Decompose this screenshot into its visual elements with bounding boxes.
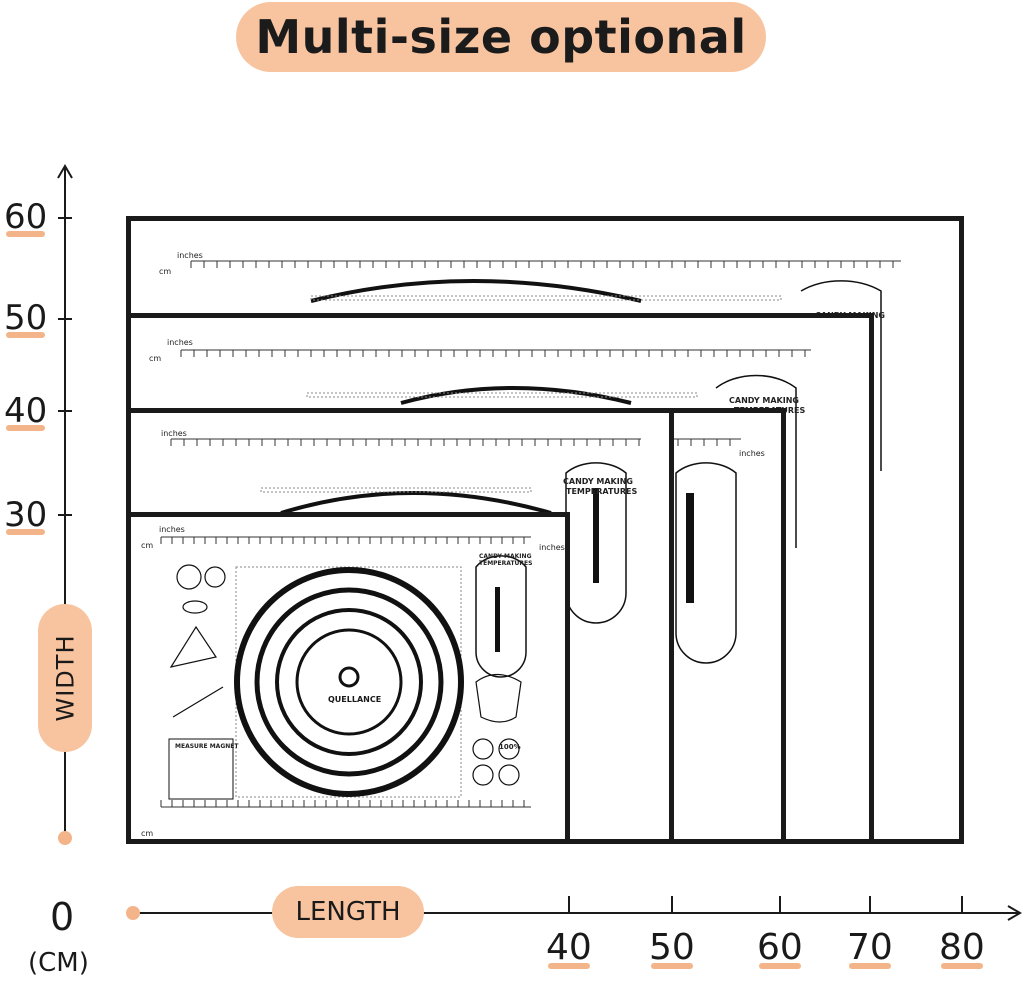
- mat-80x60-cm: cm: [159, 267, 172, 276]
- mat-40x30-cm-bottom: cm: [141, 829, 154, 838]
- y-label-40: 40: [4, 391, 48, 431]
- mat-40x30-pct: 100%: [499, 743, 521, 751]
- mat-40x30-inches-right: inches: [539, 543, 565, 552]
- x-axis-origin-dot: [126, 906, 140, 920]
- mat-40x30-candy-title: CANDY MAKING: [479, 553, 532, 560]
- x-label-50: 50: [649, 927, 695, 969]
- x-label-60: 60: [757, 927, 803, 969]
- page-title: Multi-size optional: [255, 10, 747, 64]
- title-banner: Multi-size optional: [236, 2, 766, 72]
- y-label-30: 30: [4, 495, 48, 535]
- y-axis-origin-dot: [58, 831, 72, 845]
- origin-label: 0: [50, 895, 75, 939]
- mat-70x50-candy-title: CANDY MAKING: [729, 396, 799, 405]
- x-axis-arrow: [1007, 905, 1022, 921]
- mat-50x40-candy-title: CANDY MAKING: [563, 477, 633, 486]
- length-axis-label: LENGTH: [272, 886, 424, 938]
- unit-label: (CM): [28, 948, 89, 978]
- mat-40x30-art: [160, 536, 531, 808]
- mat-70x50-inches: inches: [167, 338, 193, 347]
- x-label-80: 80: [939, 927, 985, 969]
- mat-40x30-brand: QUELLANCE: [328, 695, 382, 704]
- mat-40x30-candy-title-2: TEMPERATURES: [479, 560, 533, 567]
- y-label-50: 50: [4, 298, 48, 338]
- mat-40x30: inches inches cm cm QUELLANCE MEASURE MA…: [126, 512, 570, 844]
- mat-60x40-inches-right: inches: [739, 449, 765, 458]
- y-axis-arrow: [57, 164, 73, 179]
- mat-50x40-candy-title-2: TEMPERATURES: [566, 487, 638, 496]
- x-label-40: 40: [546, 927, 592, 969]
- mat-40x30-measure: MEASURE MAGNET: [175, 743, 239, 750]
- mat-50x40-inches: inches: [161, 429, 187, 438]
- mat-80x60-art: [190, 260, 901, 471]
- mat-70x50-art: [180, 349, 811, 548]
- width-axis-label: WIDTH: [38, 604, 92, 752]
- mat-40x30-inches: inches: [159, 525, 185, 534]
- y-label-60: 60: [4, 197, 48, 237]
- mat-50x40-art: [170, 438, 641, 624]
- mat-80x60-inches: inches: [177, 251, 203, 260]
- mat-40x30-cm: cm: [141, 541, 154, 550]
- mat-70x50-cm: cm: [149, 354, 162, 363]
- x-label-70: 70: [847, 927, 893, 969]
